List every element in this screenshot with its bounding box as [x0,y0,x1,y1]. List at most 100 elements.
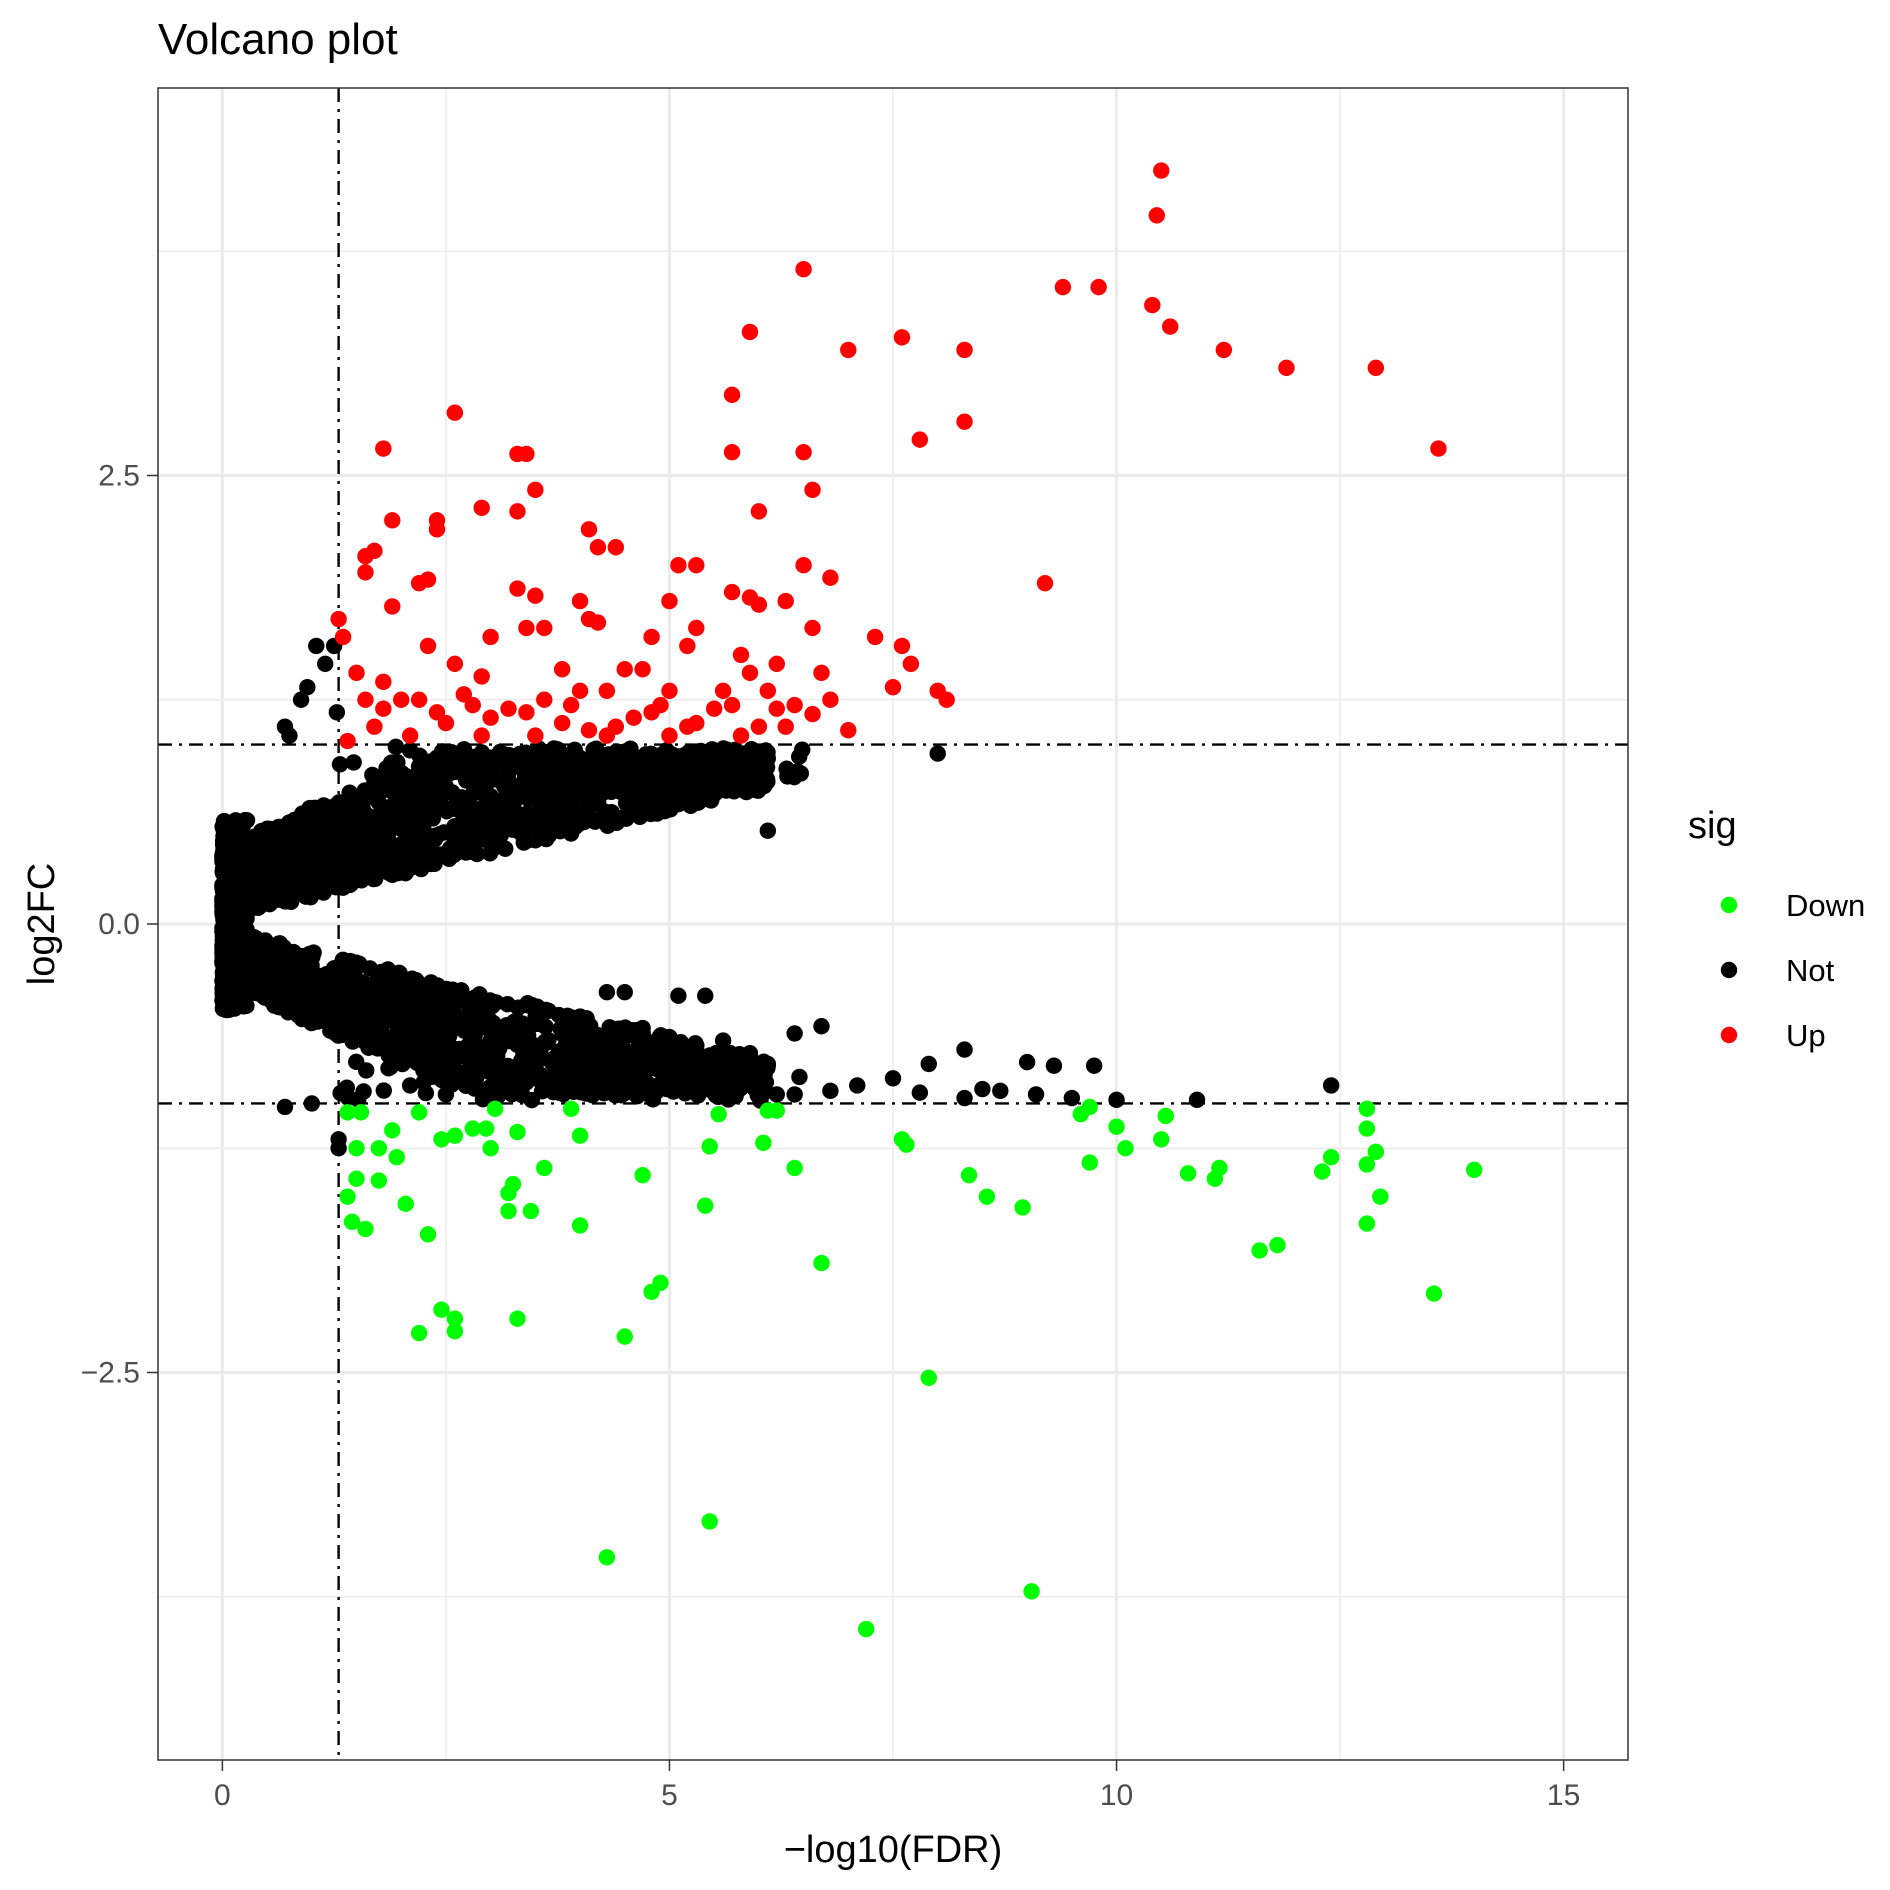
not-point [884,1070,902,1087]
not-point [410,988,428,1006]
up-point [428,704,446,721]
not-point [317,655,334,673]
not-point [475,1018,492,1036]
up-point [768,700,785,717]
not-point [741,1044,759,1062]
not-point [607,1087,624,1104]
not-point [287,879,304,897]
not-point [366,769,383,786]
not-point [525,785,542,802]
down-point [419,1226,437,1243]
up-point [1148,207,1165,224]
up-point [500,700,517,717]
not-point [398,1003,416,1020]
not-point [259,971,277,989]
down-point [768,1102,785,1119]
chart-title: Volcano plot [158,15,398,64]
not-point [545,740,563,757]
not-point [330,1140,347,1157]
not-point [308,844,325,862]
up-point [607,539,625,556]
not-point [648,792,666,809]
not-point [425,801,443,819]
not-point [786,1086,803,1103]
not-point [241,842,258,860]
down-point [701,1138,718,1155]
up-point [473,727,490,744]
not-point [254,954,272,972]
not-point [393,817,410,835]
not-point [275,981,293,998]
up-point [822,691,839,708]
not-point [549,1073,567,1090]
not-point [725,1059,742,1076]
up-point [679,637,696,655]
legend-key-down [1720,896,1738,914]
down-point [370,1172,388,1189]
not-point [504,797,521,815]
not-point [238,921,255,938]
not-point [269,891,287,908]
not-point [247,984,265,1002]
not-point [311,806,329,824]
up-point [795,557,812,574]
up-point [455,686,473,703]
down-point [1425,1285,1443,1302]
not-point [644,1091,662,1108]
down-point [1358,1215,1376,1232]
down-point [1108,1118,1125,1135]
not-point [603,783,620,801]
not-point [222,864,239,882]
not-point [447,748,464,766]
not-point [456,1070,474,1087]
not-point [408,772,426,790]
up-point [384,512,401,529]
up-point [714,682,732,699]
up-point [750,718,768,735]
x-axis-title: −log10(FDR) [784,1829,1003,1871]
not-point [700,1054,717,1072]
not-point [712,770,729,787]
not-point [367,981,384,999]
not-point [433,743,451,760]
down-point [500,1184,517,1202]
not-point [373,799,390,817]
not-point [356,782,373,799]
not-point [519,832,536,849]
up-point [375,700,392,717]
not-point [671,1078,688,1096]
not-point [536,1077,553,1094]
not-point [974,1080,991,1098]
up-point [840,722,857,739]
up-point [866,628,884,646]
not-point [384,1050,401,1067]
down-point [536,1159,553,1177]
down-point [446,1323,464,1340]
down-point [697,1197,714,1214]
up-point [598,682,616,699]
up-point [357,564,374,581]
not-point [612,1037,630,1055]
up-point [840,341,857,359]
up-point [509,580,526,597]
down-point [643,1283,660,1300]
not-point [491,1068,508,1085]
down-point [509,1310,526,1327]
legend-label-not: Not [1786,953,1835,988]
not-point [759,822,777,839]
not-point [430,826,448,843]
not-point [735,767,752,785]
legend-key-not [1720,961,1738,979]
not-point [759,1055,777,1073]
down-point [1179,1165,1197,1182]
up-point [688,557,705,574]
up-point [893,637,911,655]
up-point [1090,278,1107,296]
down-point [857,1620,875,1638]
not-point [231,976,249,993]
legend-label-down: Down [1786,888,1865,923]
up-point [410,574,428,592]
down-point [357,1220,374,1238]
not-point [441,1004,459,1021]
not-point [239,884,256,901]
